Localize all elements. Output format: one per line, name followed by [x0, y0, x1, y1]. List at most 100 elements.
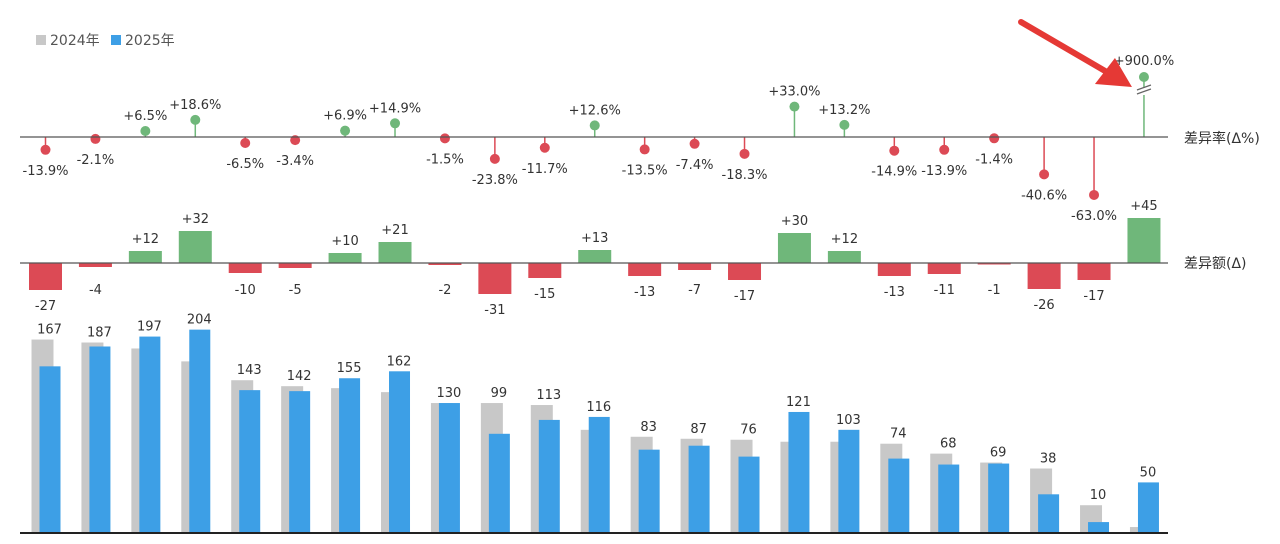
value-label-19: 69 — [990, 446, 1007, 461]
diff-bar-1 — [78, 263, 112, 267]
diff-label-10: -15 — [534, 287, 555, 302]
value-label-10: 113 — [536, 388, 561, 403]
annotation-arrow-head — [1094, 58, 1132, 87]
bar-2025-12 — [638, 449, 660, 532]
value-label-22: 50 — [1140, 465, 1157, 480]
bar-2025-1 — [89, 346, 111, 532]
diff-label-18: -11 — [934, 283, 955, 298]
legend: 2024年 2025年 — [36, 33, 175, 49]
bar-2025-15 — [788, 411, 810, 532]
diff-bar-13 — [678, 263, 712, 270]
bar-2025-8 — [438, 403, 460, 532]
value-label-5: 142 — [287, 369, 312, 384]
rate-dot-20 — [1039, 169, 1050, 180]
value-label-1: 187 — [87, 326, 112, 341]
diff-label-2: +12 — [132, 232, 159, 247]
diff-bar-17 — [877, 263, 911, 276]
diff-bar-3 — [178, 231, 212, 263]
axes: 差异率(Δ%) 差异额(Δ) — [20, 130, 1260, 534]
value-label-4: 143 — [237, 363, 262, 378]
diff-bar-10 — [528, 263, 562, 278]
rate-label-15: +33.0% — [768, 85, 820, 100]
rate-dot-22 — [1138, 72, 1149, 82]
rate-label-18: -13.9% — [921, 164, 967, 179]
diff-axis-title: 差异额(Δ) — [1184, 256, 1247, 272]
rate-label-14: -18.3% — [722, 168, 768, 183]
diff-label-8: -2 — [438, 283, 451, 298]
legend-label-2024: 2024年 — [50, 33, 100, 49]
rate-dot-0 — [40, 144, 51, 155]
rate-label-1: -2.1% — [77, 153, 115, 168]
bar-2025-16 — [838, 429, 860, 532]
rate-label-3: +18.6% — [169, 98, 221, 113]
rate-dot-16 — [839, 119, 850, 130]
rate-label-0: -13.9% — [23, 164, 69, 179]
bar-2025-19 — [988, 463, 1010, 532]
rate-dot-17 — [889, 145, 900, 156]
rate-dot-11 — [589, 120, 600, 131]
diff-label-17: -13 — [884, 285, 905, 300]
diff-label-0: -27 — [35, 299, 56, 314]
rate-dot-9 — [489, 153, 500, 164]
bar-2025-2 — [139, 336, 161, 532]
rate-label-2: +6.5% — [123, 109, 167, 124]
rate-dot-8 — [439, 133, 450, 144]
legend-swatch-2025 — [111, 35, 121, 45]
diff-label-13: -7 — [688, 283, 701, 298]
diff-bar-2 — [128, 251, 162, 263]
bar-2025-11 — [588, 416, 610, 532]
legend-swatch-2024 — [36, 35, 46, 45]
bar-2025-9 — [488, 433, 510, 532]
diff-bar-19 — [977, 263, 1011, 265]
diff-label-11: +13 — [581, 231, 608, 246]
value-label-0: 167 — [37, 323, 62, 338]
diff-label-5: -5 — [289, 283, 302, 298]
diff-bar-8 — [428, 263, 462, 265]
diff-bar-15 — [777, 233, 811, 263]
value-label-12: 83 — [640, 420, 657, 435]
rate-dot-21 — [1089, 189, 1100, 200]
rate-dot-19 — [989, 133, 1000, 144]
value-label-7: 162 — [387, 354, 412, 369]
rate-label-21: -63.0% — [1071, 209, 1117, 224]
rate-label-10: -11.7% — [522, 162, 568, 177]
rate-dot-7 — [390, 118, 401, 129]
annotation-arrow-shaft — [1018, 19, 1115, 78]
rate-label-16: +13.2% — [818, 103, 870, 118]
rate-label-8: -1.5% — [426, 152, 464, 167]
rate-label-12: -13.5% — [622, 163, 668, 178]
axis-break-mark-a — [1136, 88, 1152, 95]
diff-label-6: +10 — [331, 234, 358, 249]
diff-label-16: +12 — [831, 232, 858, 247]
rate-dot-15 — [789, 101, 800, 112]
rate-label-4: -6.5% — [226, 157, 264, 172]
value-label-21: 10 — [1090, 488, 1107, 503]
rate-dot-14 — [739, 148, 750, 159]
diff-label-3: +32 — [182, 212, 209, 227]
value-label-20: 38 — [1040, 452, 1057, 467]
diff-bar-14 — [728, 263, 762, 280]
bar-2025-4 — [239, 390, 261, 532]
value-label-6: 155 — [337, 361, 362, 376]
value-label-2: 197 — [137, 320, 162, 335]
rate-label-11: +12.6% — [569, 103, 621, 118]
value-label-14: 76 — [740, 423, 757, 438]
bar-2025-5 — [289, 391, 311, 532]
value-label-9: 99 — [491, 386, 508, 401]
diff-bar-5 — [278, 263, 312, 268]
rate-dot-5 — [290, 135, 301, 146]
value-bars-panel: 167 187 197 204 143 142 155 162 130 99 113 116 83 87 7… — [31, 313, 1159, 532]
bar-2025-18 — [938, 464, 960, 532]
value-label-18: 68 — [940, 437, 957, 452]
diff-bar-21 — [1077, 263, 1111, 280]
diff-label-22: +45 — [1130, 199, 1157, 214]
bar-2025-10 — [538, 419, 560, 532]
rate-axis-title: 差异率(Δ%) — [1184, 130, 1260, 147]
rate-dot-1 — [90, 133, 101, 144]
diff-label-4: -10 — [235, 283, 256, 298]
diff-bar-20 — [1027, 263, 1061, 289]
rate-dot-12 — [639, 144, 650, 155]
value-label-16: 103 — [836, 413, 861, 428]
diff-bar-7 — [378, 242, 412, 263]
